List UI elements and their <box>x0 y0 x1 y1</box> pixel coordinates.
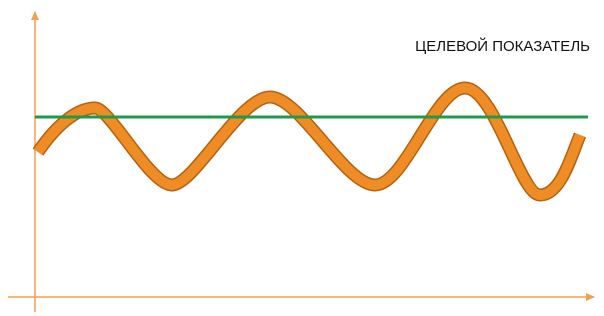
illustration: ЦЕЛЕВОЙ ПОКАЗАТЕЛЬ <box>0 0 604 316</box>
target-label: ЦЕЛЕВОЙ ПОКАЗАТЕЛЬ <box>415 37 590 55</box>
page: {"label": "ЦЕЛЕВОЙ ПОКАЗАТЕЛЬ"} ЦЕЛЕВОЙ … <box>0 0 604 316</box>
wave-ribbon-edge <box>38 88 580 195</box>
